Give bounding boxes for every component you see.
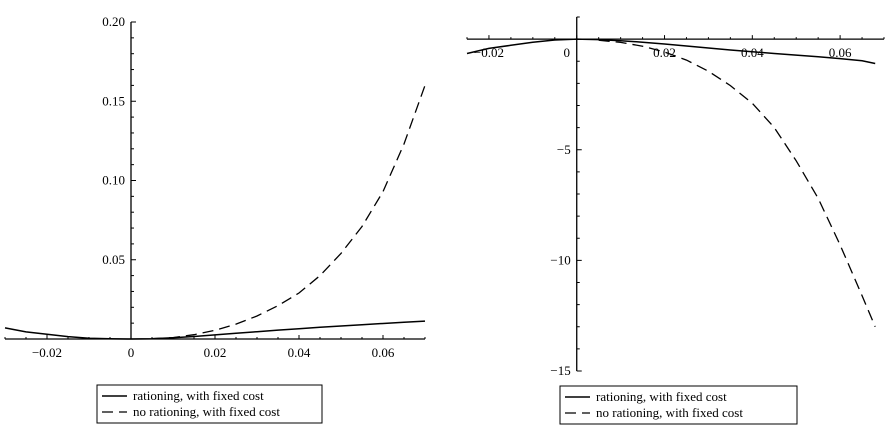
legend-label: no rationing, with fixed cost bbox=[133, 404, 280, 419]
y-tick-label: 0.20 bbox=[102, 14, 125, 29]
x-tick-label: 0.02 bbox=[653, 45, 676, 60]
x-tick-label: −0.02 bbox=[474, 45, 504, 60]
x-tick-label: 0 bbox=[128, 345, 135, 360]
chart-right: −0.02 0 0.02 0.04 0.06 −5 −10 −15 rationing, wit… bbox=[466, 16, 885, 425]
legend-label: no rationing, with fixed cost bbox=[596, 405, 743, 420]
y-tick-label: −10 bbox=[550, 252, 570, 267]
y-tick-label: 0.10 bbox=[102, 173, 125, 188]
y-tick-label: 0.15 bbox=[102, 93, 125, 108]
series-line-no-rationing bbox=[598, 39, 876, 328]
series-line-no-rationing bbox=[151, 85, 426, 340]
chart-left: −0.02 0 0.02 0.04 0.06 0.05 0.10 0.15 0.20 ration… bbox=[4, 14, 426, 424]
x-tick-label: 0.04 bbox=[741, 45, 764, 60]
x-tick-label: 0.06 bbox=[372, 345, 395, 360]
series-line-rationing bbox=[466, 38, 876, 65]
x-tick-label: 0.04 bbox=[288, 345, 311, 360]
x-tick-label: 0.06 bbox=[829, 45, 852, 60]
x-tick-label: −0.02 bbox=[32, 345, 62, 360]
x-tick-label: 0.02 bbox=[204, 345, 227, 360]
legend-box bbox=[96, 384, 323, 424]
x-tick-label: 0 bbox=[563, 45, 570, 60]
legend-box bbox=[559, 385, 798, 425]
y-tick-label: −15 bbox=[550, 363, 570, 378]
legend-label: rationing, with fixed cost bbox=[596, 389, 727, 404]
y-tick-label: 0.05 bbox=[102, 252, 125, 267]
series-line-rationing bbox=[4, 320, 426, 340]
y-tick-label: −5 bbox=[557, 142, 571, 157]
legend-label: rationing, with fixed cost bbox=[133, 388, 264, 403]
